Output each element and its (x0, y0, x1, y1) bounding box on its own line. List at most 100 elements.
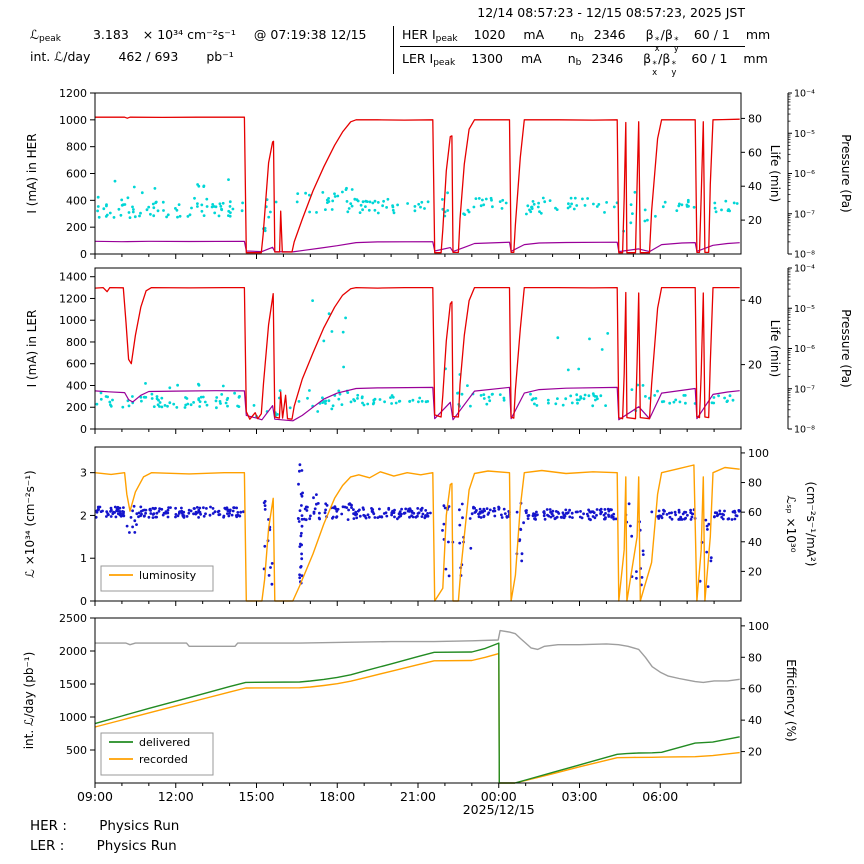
svg-text:I (mA) in LER: I (mA) in LER (25, 310, 39, 388)
svg-text:400: 400 (66, 379, 87, 392)
her-peak-label: HER Ipeak (402, 27, 458, 44)
svg-text:int. ℒ/day (pb⁻¹): int. ℒ/day (pb⁻¹) (22, 652, 36, 750)
svg-text:2025/12/15: 2025/12/15 (463, 802, 535, 817)
svg-text:1200: 1200 (59, 87, 87, 100)
svg-text:40: 40 (748, 714, 762, 727)
header-divider-vertical (393, 26, 394, 74)
svg-text:600: 600 (66, 168, 87, 181)
lpeak-row: ℒpeak 3.183 × 10³⁴ cm⁻²s⁻¹ @ 07:19:38 12… (30, 27, 367, 44)
svg-text:10⁻⁷: 10⁻⁷ (794, 209, 815, 220)
svg-text:12:00: 12:00 (158, 789, 194, 804)
lpeak-value: 3.183 (92, 27, 129, 42)
svg-text:500: 500 (66, 744, 87, 757)
svg-text:2000: 2000 (59, 645, 87, 658)
svg-text:100: 100 (748, 620, 769, 633)
svg-text:400: 400 (66, 194, 87, 207)
her-beta-value: 60 / 1 (693, 27, 730, 42)
ler-run-row: LER : Physics Run (30, 838, 177, 854)
int-lum-unit: pb⁻¹ (206, 49, 234, 64)
ler-peak-label: LER Ipeak (402, 51, 456, 68)
svg-text:40: 40 (748, 536, 762, 549)
header-date-range: 12/14 08:57:23 - 12/15 08:57:23, 2025 JS… (477, 5, 745, 20)
svg-text:1200: 1200 (59, 292, 87, 305)
svg-text:20: 20 (748, 565, 762, 578)
svg-text:03:00: 03:00 (561, 789, 597, 804)
svg-text:00:00: 00:00 (481, 789, 517, 804)
svg-text:18:00: 18:00 (319, 789, 355, 804)
svg-text:1500: 1500 (59, 678, 87, 691)
panel-luminosity: 0 1 2 3 20 40 60 80 100 ℒₛₚ ×10³⁰ (cm⁻²s⁻¹/mA²) ℒ ×… (23, 446, 818, 608)
svg-text:0: 0 (80, 248, 87, 261)
svg-text:20: 20 (748, 359, 762, 372)
svg-text:1: 1 (80, 552, 87, 565)
header-divider-horizontal (400, 46, 745, 47)
svg-text:2: 2 (80, 509, 87, 522)
ler-peak-unit: mA (520, 51, 542, 66)
svg-text:200: 200 (66, 401, 87, 414)
svg-text:0: 0 (80, 423, 87, 436)
svg-text:delivered: delivered (139, 736, 190, 749)
svg-text:1000: 1000 (59, 711, 87, 724)
svg-text:ℒ ×10³⁴ (cm⁻²s⁻¹): ℒ ×10³⁴ (cm⁻²s⁻¹) (23, 470, 37, 577)
svg-text:60: 60 (748, 506, 762, 519)
her-beta-unit: mm (745, 27, 771, 42)
her-peak-value: 1020 (473, 27, 506, 42)
ler-peak-value: 1300 (471, 51, 503, 66)
svg-text:Life (min): Life (min) (768, 145, 782, 202)
svg-text:15:00: 15:00 (238, 789, 274, 804)
svg-text:recorded: recorded (139, 753, 188, 766)
svg-text:10⁻⁶: 10⁻⁶ (794, 344, 815, 355)
svg-text:10⁻⁴: 10⁻⁴ (794, 89, 815, 100)
her-run-value: Physics Run (99, 818, 180, 834)
svg-text:10⁻⁸: 10⁻⁸ (794, 250, 815, 261)
her-run-label: HER : (30, 818, 67, 834)
lpeak-label: ℒpeak (30, 27, 61, 44)
svg-text:Pressure (Pa): Pressure (Pa) (839, 309, 853, 387)
svg-text:80: 80 (748, 477, 762, 490)
ler-peak-row: LER Ipeak 1300 mA nb 2346 β * x/β * y 60 / 1… (402, 51, 768, 77)
panel-ler-current: 0 200 400 600 800 1000 1200 1400 20 40 Life (min) 1… (25, 264, 853, 437)
svg-text:09:00: 09:00 (77, 789, 113, 804)
svg-text:600: 600 (66, 358, 87, 371)
svg-text:800: 800 (66, 141, 87, 154)
panel-integrated-luminosity: 500 1000 1500 2000 2500 09:00 12:00 15:00 18:00 2… (22, 612, 798, 804)
svg-text:60: 60 (748, 683, 762, 696)
her-peak-unit: mA (523, 27, 545, 42)
svg-text:80: 80 (748, 651, 762, 664)
svg-text:10⁻⁸: 10⁻⁸ (794, 425, 815, 436)
svg-text:10⁻⁴: 10⁻⁴ (794, 264, 815, 275)
ler-run-value: Physics Run (96, 838, 177, 854)
lpeak-unit: × 10³⁴ cm⁻²s⁻¹ (142, 27, 236, 42)
ler-nb-label: nb (567, 51, 582, 68)
svg-text:10⁻⁵: 10⁻⁵ (794, 304, 815, 315)
svg-text:10⁻⁵: 10⁻⁵ (794, 129, 815, 140)
svg-text:60: 60 (748, 146, 762, 159)
svg-text:10⁻⁶: 10⁻⁶ (794, 169, 815, 180)
svg-text:ℒₛₚ ×10³⁰: ℒₛₚ ×10³⁰ (784, 495, 798, 552)
svg-text:80: 80 (748, 112, 762, 125)
her-beta-label: β * x/β * y (645, 27, 679, 54)
svg-text:(cm⁻²s⁻¹/mA²): (cm⁻²s⁻¹/mA²) (804, 482, 818, 567)
her-peak-row: HER Ipeak 1020 mA nb 2346 β * x/β * y 60 / 1… (402, 27, 770, 53)
svg-text:Efficiency (%): Efficiency (%) (784, 659, 798, 741)
ler-beta-label: β * x/β * y (643, 51, 677, 78)
her-nb-value: 2346 (593, 27, 626, 42)
svg-text:20: 20 (748, 214, 762, 227)
int-lum-row: int. ℒ/day 462 / 693 pb⁻¹ (30, 49, 234, 64)
int-lum-value: 462 / 693 (118, 49, 179, 64)
svg-text:3: 3 (80, 467, 87, 480)
svg-text:40: 40 (748, 294, 762, 307)
svg-text:I (mA) in HER: I (mA) in HER (25, 133, 39, 213)
her-run-row: HER : Physics Run (30, 818, 179, 834)
ler-beta-unit: mm (743, 51, 768, 66)
ler-beta-value: 60 / 1 (691, 51, 728, 66)
svg-text:100: 100 (748, 447, 769, 460)
svg-text:1400: 1400 (59, 271, 87, 284)
panel-her-current: 0 200 400 600 800 1000 1200 20 40 60 80 Life (min) 1… (25, 87, 853, 261)
svg-text:Pressure (Pa): Pressure (Pa) (839, 134, 853, 212)
svg-text:0: 0 (80, 595, 87, 608)
svg-text:800: 800 (66, 336, 87, 349)
svg-text:10⁻⁷: 10⁻⁷ (794, 384, 815, 395)
